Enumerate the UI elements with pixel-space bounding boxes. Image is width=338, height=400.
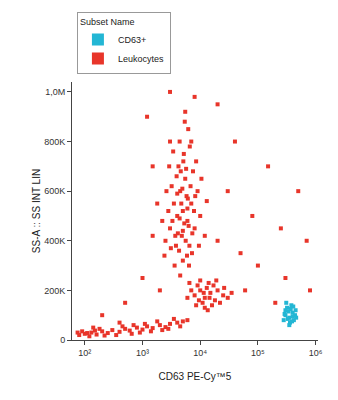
svg-text:SS-A :: SS INT LIN: SS-A :: SS INT LIN [31, 169, 42, 253]
svg-text:Subset Name: Subset Name [80, 17, 135, 27]
svg-text:CD63+: CD63+ [118, 35, 146, 45]
svg-text:800K: 800K [44, 137, 65, 147]
svg-text:10⁵: 10⁵ [251, 348, 265, 358]
svg-text:400K: 400K [44, 236, 65, 246]
svg-text:600K: 600K [44, 186, 65, 196]
svg-text:10²: 10² [78, 348, 91, 358]
svg-text:Leukocytes: Leukocytes [118, 54, 164, 64]
svg-text:1,0M: 1,0M [45, 87, 65, 97]
svg-text:0: 0 [60, 335, 65, 345]
svg-text:CD63 PE-Cy™5: CD63 PE-Cy™5 [159, 371, 232, 382]
svg-text:200K: 200K [44, 286, 65, 296]
svg-text:10⁴: 10⁴ [193, 348, 207, 358]
svg-text:10³: 10³ [136, 348, 149, 358]
svg-text:10⁶: 10⁶ [309, 348, 323, 358]
